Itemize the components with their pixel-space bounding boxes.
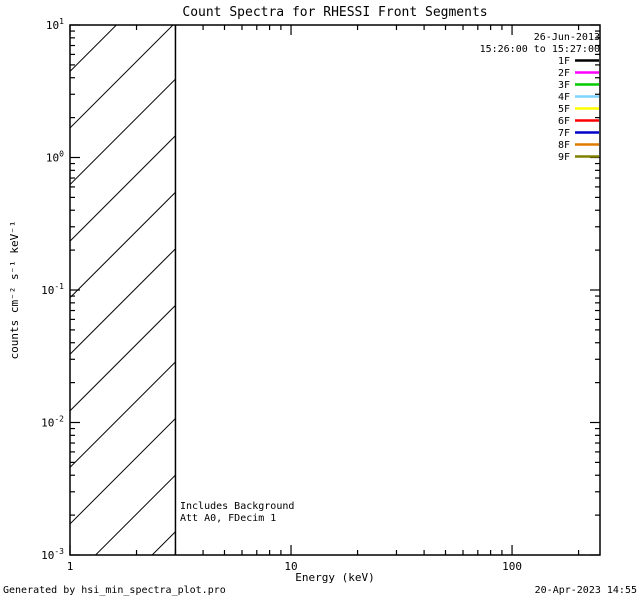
legend-label-1F: 1F <box>558 56 570 67</box>
footer-generator: Generated by hsi_min_spectra_plot.pro <box>3 585 226 596</box>
legend-time-range: 15:26:00 to 15:27:00 <box>480 44 600 55</box>
plot-layer: 1 10 100 10-3 10-2 10-1 100 101 <box>41 17 601 573</box>
legend-label-8F: 8F <box>558 140 570 151</box>
footer-datetime: 20-Apr-2023 14:55 <box>535 585 637 596</box>
legend-date: 26-Jun-2013 <box>534 32 600 43</box>
y-tick-label: 100 <box>46 150 64 165</box>
y-tick-label: 10-3 <box>41 547 64 562</box>
x-axis-label: Energy (keV) <box>295 571 374 584</box>
hatched-region <box>70 25 176 555</box>
chart-title: Count Spectra for RHESSI Front Segments <box>182 5 487 20</box>
legend-label-4F: 4F <box>558 92 570 103</box>
annotation-attenuator-state: Att A0, FDecim 1 <box>180 513 276 524</box>
y-axis-label: counts cm⁻² s⁻¹ keV⁻¹ <box>8 220 21 359</box>
legend-label-3F: 3F <box>558 80 570 91</box>
legend-label-9F: 9F <box>558 152 570 163</box>
legend-label-5F: 5F <box>558 104 570 115</box>
y-tick-label: 10-2 <box>41 415 64 430</box>
legend-label-6F: 6F <box>558 116 570 127</box>
x-tick-label: 1 <box>67 560 74 573</box>
x-tick-label: 10 <box>284 560 297 573</box>
annotation-includes-background: Includes Background <box>180 501 294 512</box>
legend-label-7F: 7F <box>558 128 570 139</box>
y-tick-label: 10-1 <box>41 282 64 297</box>
legend-label-2F: 2F <box>558 68 570 79</box>
x-tick-label: 100 <box>502 560 522 573</box>
y-tick-label: 101 <box>46 17 64 32</box>
